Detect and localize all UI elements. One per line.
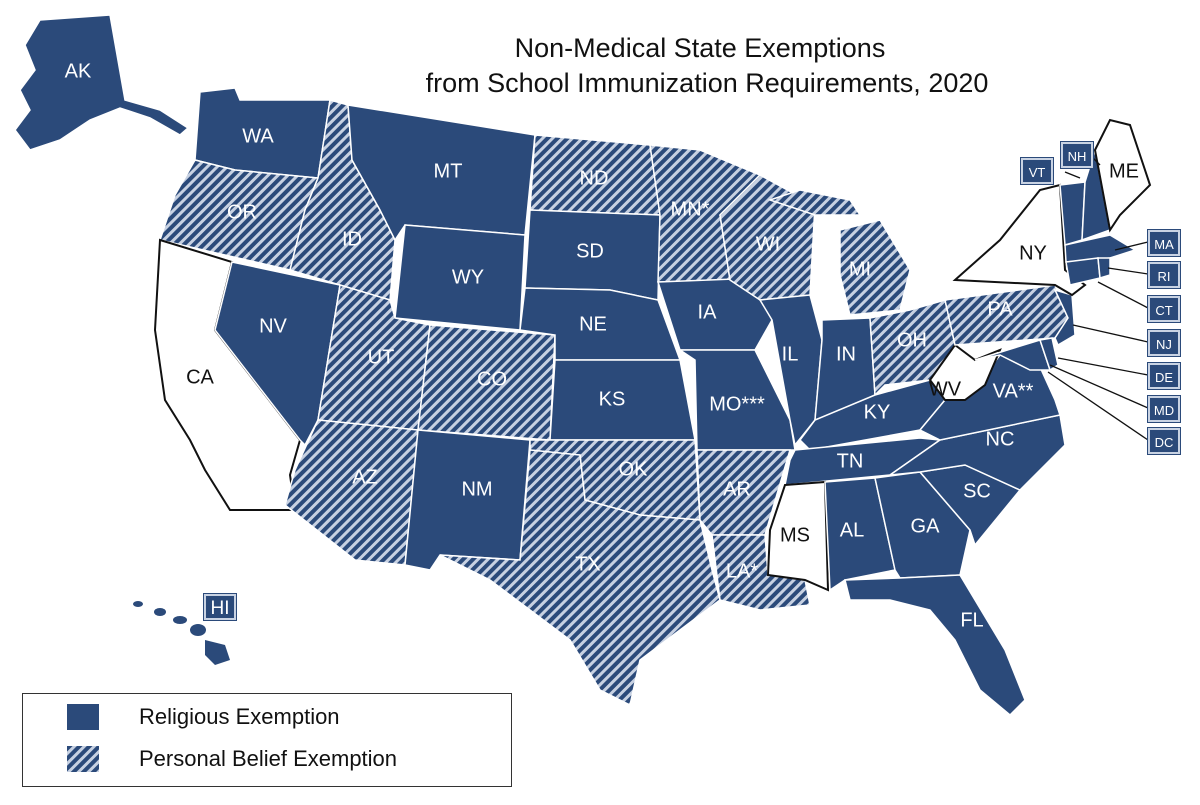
legend-label-religious: Religious Exemption: [139, 704, 340, 729]
label-de: DE: [1148, 363, 1180, 389]
label-tx: TX: [575, 553, 601, 575]
label-dc: DC: [1148, 428, 1180, 454]
label-ny: NY: [1019, 242, 1047, 264]
label-az: AZ: [352, 466, 378, 488]
label-co: CO: [477, 368, 507, 390]
state-ak: [14, 14, 190, 151]
label-nc: NC: [986, 428, 1015, 450]
label-wa: WA: [242, 125, 274, 147]
label-hi: HI: [204, 594, 236, 620]
label-mn: MN*: [671, 198, 710, 220]
label-mo: MO***: [709, 393, 765, 415]
label-vt: VT: [1021, 158, 1053, 184]
label-ak: AK: [65, 60, 92, 82]
map-legend: Religious Exemption Personal Belief Exem…: [22, 693, 512, 787]
state-de: [1039, 337, 1059, 372]
label-ri: RI: [1148, 262, 1180, 288]
label-il: IL: [782, 343, 799, 365]
label-ms: MS: [780, 524, 810, 546]
state-mi-upper: [767, 189, 862, 216]
state-ny: [952, 183, 1087, 297]
label-mt: MT: [434, 160, 463, 182]
label-ar: AR: [723, 478, 751, 500]
label-or: OR: [227, 201, 257, 223]
label-ks: KS: [599, 388, 626, 410]
label-id: ID: [342, 228, 362, 250]
label-wy: WY: [452, 266, 484, 288]
legend-swatch-religious: [67, 704, 99, 730]
label-ct: CT: [1148, 296, 1180, 322]
label-ok: OK: [619, 458, 649, 480]
label-sc: SC: [963, 480, 991, 502]
legend-label-personal: Personal Belief Exemption: [139, 746, 398, 771]
label-nm: NM: [461, 478, 492, 500]
label-va: VA**: [993, 380, 1034, 402]
state-hi: [133, 601, 230, 665]
label-al: AL: [840, 519, 864, 541]
label-oh: OH: [897, 329, 927, 351]
label-me: ME: [1109, 160, 1139, 182]
state-mi: [839, 219, 911, 316]
legend-item-religious: Religious Exemption: [67, 704, 340, 730]
state-labels: AK WA OR CA NV ID MT WY UT CO AZ NM ND S…: [65, 60, 1139, 631]
label-in: IN: [836, 343, 856, 365]
state-ri: [1097, 257, 1111, 279]
label-ga: GA: [911, 515, 941, 537]
label-ca: CA: [186, 366, 214, 388]
label-ut: UT: [368, 346, 395, 368]
state-me: [1093, 118, 1152, 233]
label-tn: TN: [837, 450, 864, 472]
label-nv: NV: [259, 315, 287, 337]
label-ia: IA: [698, 301, 718, 323]
map-title-line-1: Non-Medical State Exemptions: [515, 33, 886, 63]
label-sd: SD: [576, 240, 604, 262]
state-vt: [1059, 181, 1086, 246]
label-nd: ND: [580, 167, 609, 189]
label-pa: PA: [987, 298, 1013, 320]
label-mi: MI: [849, 258, 871, 280]
state-la: [711, 534, 811, 611]
map-title-line-2: from School Immunization Requirements, 2…: [426, 68, 989, 98]
label-wi: WI: [756, 233, 780, 255]
legend-swatch-personal: [67, 746, 99, 772]
label-ma: MA: [1148, 230, 1180, 256]
label-fl: FL: [960, 609, 983, 631]
legend-item-personal: Personal Belief Exemption: [67, 746, 397, 772]
label-nj: NJ: [1148, 330, 1180, 356]
label-ky: KY: [864, 401, 891, 423]
state-ct: [1065, 257, 1101, 286]
state-md: [974, 339, 1052, 371]
state-tx: [439, 449, 721, 707]
state-fl: [844, 574, 1026, 717]
label-nh: NH: [1061, 142, 1093, 168]
state-ma: [1064, 234, 1137, 263]
label-la: LA*: [726, 560, 758, 582]
label-wv: WV: [929, 378, 962, 400]
state-al: [824, 477, 896, 592]
label-md: MD: [1148, 396, 1180, 422]
label-ne: NE: [579, 313, 607, 335]
